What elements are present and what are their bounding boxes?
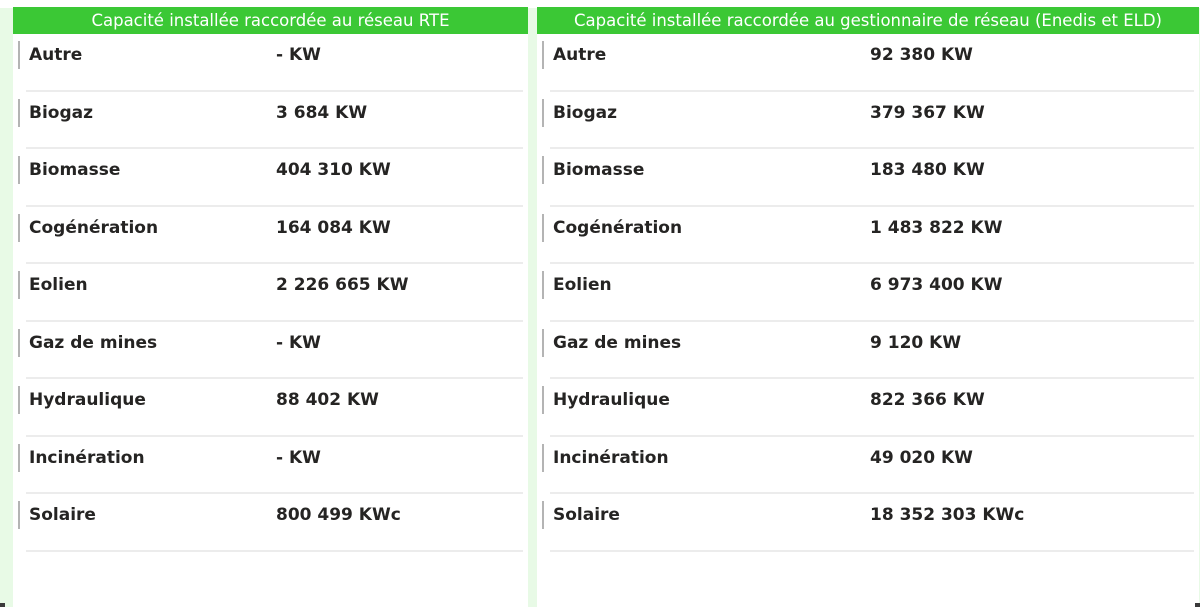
row-value: 164 084 KW [276, 217, 391, 238]
row-marker [542, 386, 544, 414]
row-value: 92 380 KW [870, 45, 973, 65]
row-label: Incinération [29, 447, 145, 468]
row-separator [26, 204, 523, 207]
row-separator [26, 262, 523, 264]
row-label: Biomasse [29, 160, 121, 180]
row-separator [26, 319, 523, 322]
row-label: Eolien [553, 275, 612, 295]
row-separator [550, 204, 1194, 207]
row-separator [550, 549, 1194, 552]
row-label: Autre [553, 45, 607, 65]
row-value: 2 226 665 KW [276, 275, 409, 295]
row-marker [542, 98, 544, 127]
row-value: 88 402 KW [276, 390, 379, 410]
table-row-cogeneration[interactable]: Cogénération 164 084 KW [18, 207, 523, 264]
rte-panel-title: Capacité installée raccordée au réseau R… [13, 7, 528, 34]
table-row-hydraulique[interactable]: Hydraulique 88 402 KW [18, 379, 523, 437]
corner-mark-left [0, 603, 5, 607]
row-value: 49 020 KW [870, 447, 973, 468]
row-label: Solaire [29, 505, 96, 525]
table-row-gaz-de-mines[interactable]: Gaz de mines - KW [18, 322, 523, 379]
row-marker [542, 328, 544, 357]
table-row-hydraulique[interactable]: Hydraulique 822 366 KW [542, 379, 1194, 437]
row-label: Biomasse [553, 160, 645, 180]
row-separator [26, 549, 523, 552]
row-label: Biogaz [553, 102, 617, 123]
row-label: Hydraulique [553, 390, 670, 410]
row-label: Incinération [553, 447, 669, 468]
dso-panel-title: Capacité installée raccordée au gestionn… [537, 7, 1199, 34]
table-row-eolien[interactable]: Eolien 2 226 665 KW [18, 264, 523, 322]
row-marker [18, 443, 20, 472]
table-row-biomasse[interactable]: Biomasse 183 480 KW [542, 149, 1194, 207]
row-separator [550, 147, 1194, 149]
row-marker [18, 156, 20, 184]
row-separator [550, 434, 1194, 437]
dso-row-list: Autre 92 380 KW Biogaz 379 367 KW Biomas… [537, 34, 1199, 552]
row-label: Cogénération [29, 217, 159, 238]
row-label: Hydraulique [29, 390, 146, 410]
row-separator [550, 492, 1194, 494]
row-value: 1 483 822 KW [870, 217, 1003, 238]
table-row-solaire[interactable]: Solaire 18 352 303 KWc [542, 494, 1194, 552]
row-marker [18, 386, 20, 414]
row-marker [18, 98, 20, 127]
row-label: Eolien [29, 275, 88, 295]
row-value: - KW [276, 447, 321, 468]
row-label: Autre [29, 45, 83, 65]
row-separator [550, 89, 1194, 92]
row-marker [18, 213, 20, 242]
row-marker [18, 41, 20, 69]
row-separator [550, 377, 1194, 379]
table-row-autre[interactable]: Autre - KW [18, 34, 523, 92]
row-value: 18 352 303 KWc [870, 505, 1025, 525]
table-row-biogaz[interactable]: Biogaz 3 684 KW [18, 92, 523, 149]
row-value: 404 310 KW [276, 160, 391, 180]
row-label: Cogénération [553, 217, 683, 238]
rte-capacity-panel: Capacité installée raccordée au réseau R… [13, 7, 528, 607]
top-strip [0, 0, 1200, 8]
row-value: 3 684 KW [276, 102, 368, 123]
row-marker [18, 271, 20, 299]
row-marker [542, 501, 544, 529]
table-row-eolien[interactable]: Eolien 6 973 400 KW [542, 264, 1194, 322]
row-marker [542, 271, 544, 299]
rte-row-list: Autre - KW Biogaz 3 684 KW Biomasse 404 … [13, 34, 528, 552]
table-row-incineration[interactable]: Incinération - KW [18, 437, 523, 494]
row-separator [550, 319, 1194, 322]
row-separator [26, 434, 523, 437]
table-row-biogaz[interactable]: Biogaz 379 367 KW [542, 92, 1194, 149]
row-separator [26, 492, 523, 494]
row-value: 379 367 KW [870, 102, 985, 123]
row-marker [18, 328, 20, 357]
row-separator [550, 262, 1194, 264]
table-row-biomasse[interactable]: Biomasse 404 310 KW [18, 149, 523, 207]
row-value: - KW [276, 45, 321, 65]
table-row-autre[interactable]: Autre 92 380 KW [542, 34, 1194, 92]
table-row-solaire[interactable]: Solaire 800 499 KWc [18, 494, 523, 552]
row-value: 800 499 KWc [276, 505, 401, 525]
row-value: - KW [276, 332, 321, 353]
row-value: 822 366 KW [870, 390, 985, 410]
row-marker [542, 41, 544, 69]
row-separator [26, 89, 523, 92]
row-separator [26, 377, 523, 379]
table-row-cogeneration[interactable]: Cogénération 1 483 822 KW [542, 207, 1194, 264]
row-marker [542, 443, 544, 472]
row-separator [26, 147, 523, 149]
row-marker [18, 501, 20, 529]
row-value: 9 120 KW [870, 332, 962, 353]
row-value: 183 480 KW [870, 160, 985, 180]
row-label: Gaz de mines [553, 332, 682, 353]
row-marker [542, 156, 544, 184]
row-value: 6 973 400 KW [870, 275, 1003, 295]
table-row-incineration[interactable]: Incinération 49 020 KW [542, 437, 1194, 494]
row-label: Solaire [553, 505, 620, 525]
row-label: Gaz de mines [29, 332, 158, 353]
row-label: Biogaz [29, 102, 93, 123]
dso-capacity-panel: Capacité installée raccordée au gestionn… [537, 7, 1199, 607]
table-row-gaz-de-mines[interactable]: Gaz de mines 9 120 KW [542, 322, 1194, 379]
corner-mark-right [1195, 603, 1200, 607]
row-marker [542, 213, 544, 242]
